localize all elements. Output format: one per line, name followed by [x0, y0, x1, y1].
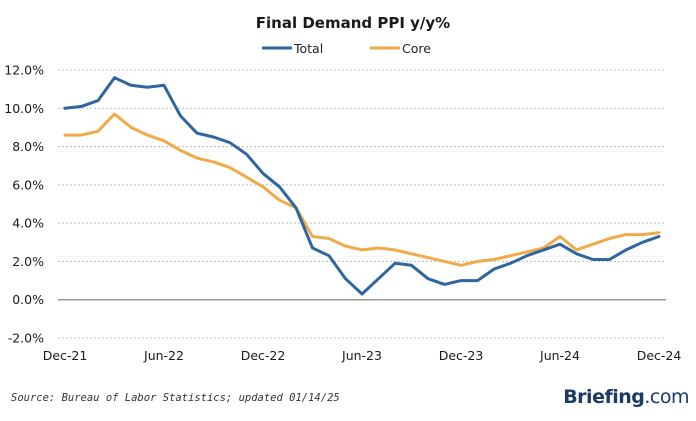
y-tick-label: 0.0% — [12, 292, 44, 307]
y-tick-label: 2.0% — [12, 254, 44, 269]
source-note: Source: Bureau of Labor Statistics; upda… — [11, 392, 340, 404]
x-tick-label: Dec-23 — [439, 348, 484, 363]
x-axis: Dec-21 Jun-22 Dec-22 Jun-23 Dec-23 Jun-24 Dec-… — [43, 348, 682, 363]
y-tick-label: -2.0% — [8, 331, 44, 346]
series-line-core — [63, 112, 661, 267]
chart-title: Final Demand PPI y/y% — [256, 14, 450, 32]
y-tick-label: 6.0% — [12, 177, 44, 192]
gridlines — [58, 69, 666, 339]
legend-label-total: Total — [293, 41, 323, 56]
x-tick-label: Jun-24 — [539, 348, 580, 363]
brand-domain: .com — [644, 386, 689, 408]
y-axis: 12.0% 10.0% 8.0% 6.0% 4.0% 2.0% 0.0% -2.0% — [4, 63, 44, 346]
x-tick-label: Dec-22 — [241, 348, 286, 363]
y-tick-label: 8.0% — [12, 139, 44, 154]
brand-name: Briefing — [563, 386, 645, 408]
x-tick-label: Jun-22 — [143, 348, 184, 363]
x-tick-label: Dec-24 — [637, 348, 682, 363]
legend: Total Core — [262, 41, 431, 56]
brand-logo: Briefing.com — [563, 386, 689, 408]
x-tick-label: Dec-21 — [43, 348, 88, 363]
x-tick-label: Jun-23 — [341, 348, 382, 363]
y-tick-label: 12.0% — [4, 63, 44, 78]
series-lines — [63, 76, 661, 296]
legend-label-core: Core — [402, 41, 431, 56]
y-tick-label: 4.0% — [12, 216, 44, 231]
y-tick-label: 10.0% — [4, 101, 44, 116]
